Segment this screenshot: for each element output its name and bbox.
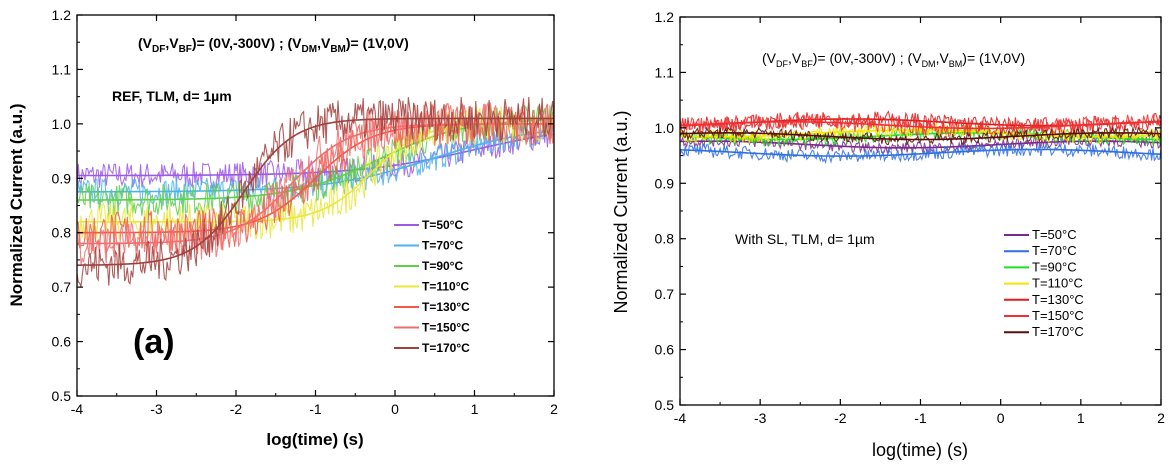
series-fit-line bbox=[680, 121, 1161, 130]
legend-entry: T=110°C bbox=[1032, 276, 1083, 291]
chart-b-x-axis-label: log(time) (s) bbox=[872, 440, 968, 460]
x-tick-label: -3 bbox=[754, 410, 767, 426]
series-fit-line bbox=[680, 132, 1161, 141]
chart-b-y-axis-label: Normalized Current (a.u.) bbox=[611, 110, 631, 313]
chart-a-bias-annotation: (VDF,VBF)= (0V,-300V) ; (VDM,VBM)= (1V,0… bbox=[138, 35, 409, 55]
series-noisy-line bbox=[680, 142, 1161, 165]
x-tick-label: -2 bbox=[834, 410, 847, 426]
legend-entry: T=50°C bbox=[422, 218, 463, 232]
y-tick-label: 0.7 bbox=[655, 286, 675, 302]
legend-entry: T=110°C bbox=[422, 280, 469, 294]
legend-entry: T=90°C bbox=[1032, 259, 1077, 274]
series-noisy-line bbox=[680, 125, 1161, 146]
chart-a-legend: T=50°C T=70°C T=90°C T=110°C T=130°C T=150°C T… bbox=[394, 218, 470, 355]
legend-entry: T=70°C bbox=[422, 239, 463, 253]
chart-a-axes: -4 -3 -2 -1 0 1 2 0.5 0.6 0.7 0.8 0.9 1.0 1.1 1.2 bbox=[52, 7, 559, 417]
x-tick-label: 0 bbox=[997, 410, 1005, 426]
chart-b-axes: -4 -3 -2 -1 0 1 2 0.5 0.6 0.7 0.8 0.9 1.0 1.1 1.2 bbox=[655, 9, 1166, 426]
x-tick-label: 1 bbox=[471, 401, 479, 417]
chart-b-frame bbox=[679, 16, 1162, 406]
y-tick-label: 0.5 bbox=[655, 397, 675, 413]
y-tick-label: 0.7 bbox=[52, 279, 72, 295]
x-tick-label: 0 bbox=[391, 401, 399, 417]
x-tick-label: 1 bbox=[1077, 410, 1085, 426]
series-noisy-line bbox=[77, 105, 554, 241]
chart-a-panel-label: (a) bbox=[133, 323, 175, 361]
legend-entry: T=170°C bbox=[1032, 324, 1084, 339]
series-noisy-line bbox=[77, 96, 554, 287]
x-tick-label: -3 bbox=[150, 401, 163, 417]
chart-b-plot-area bbox=[680, 110, 1161, 165]
legend-entry: T=150°C bbox=[422, 321, 470, 335]
x-tick-label: -1 bbox=[914, 410, 927, 426]
x-tick-label: -4 bbox=[71, 401, 84, 417]
legend-entry: T=90°C bbox=[422, 259, 463, 273]
chart-a-plot-area bbox=[77, 96, 554, 287]
legend-entry: T=130°C bbox=[1032, 292, 1084, 307]
y-tick-label: 1.1 bbox=[655, 64, 675, 80]
x-tick-label: 2 bbox=[550, 401, 558, 417]
y-tick-label: 1.0 bbox=[655, 120, 675, 136]
y-tick-label: 0.9 bbox=[655, 175, 675, 191]
chart-a-sample-annotation: REF, TLM, d= 1µm bbox=[112, 88, 232, 104]
y-tick-label: 0.6 bbox=[52, 334, 72, 350]
y-tick-label: 0.8 bbox=[655, 231, 675, 247]
y-tick-label: 1.2 bbox=[52, 7, 72, 23]
legend-entry: T=70°C bbox=[1032, 243, 1077, 258]
y-tick-label: 0.9 bbox=[52, 170, 72, 186]
x-tick-label: -1 bbox=[309, 401, 322, 417]
y-tick-label: 0.6 bbox=[655, 342, 675, 358]
chart-a-x-axis-label: log(time) (s) bbox=[266, 430, 363, 449]
chart-b-bias-annotation: (VDF,VBF)= (0V,-300V) ; (VDM,VBM)= (1V,0… bbox=[762, 50, 1025, 69]
chart-panel-b: -4 -3 -2 -1 0 1 2 0.5 0.6 0.7 0.8 0.9 1.0 1.1 1.2 log(… bbox=[611, 9, 1165, 460]
x-tick-label: -4 bbox=[674, 410, 687, 426]
y-tick-label: 0.5 bbox=[52, 388, 72, 404]
chart-b-legend: T=50°CT=70°CT=90°C T=110°CT=130°CT=150°CT… bbox=[1004, 227, 1084, 339]
chart-b-sample-annotation: With SL, TLM, d= 1µm bbox=[735, 231, 875, 247]
chart-panel-a: -4 -3 -2 -1 0 1 2 0.5 0.6 0.7 0.8 0.9 1.0 1.1 1.2 log(… bbox=[7, 7, 558, 449]
y-tick-label: 1.2 bbox=[655, 9, 675, 25]
x-tick-label: 2 bbox=[1157, 410, 1165, 426]
series-fit-line bbox=[77, 117, 554, 266]
legend-entry: T=150°C bbox=[1032, 308, 1084, 323]
series-fit-line bbox=[680, 148, 1161, 157]
series-fit-line bbox=[680, 140, 1161, 149]
legend-entry: T=170°C bbox=[422, 341, 470, 355]
y-tick-label: 0.8 bbox=[52, 225, 72, 241]
y-tick-label: 1.1 bbox=[52, 61, 72, 77]
x-tick-label: -2 bbox=[230, 401, 243, 417]
y-tick-label: 1.0 bbox=[52, 116, 72, 132]
legend-entry: T=50°C bbox=[1032, 227, 1077, 242]
chart-a-y-axis-label: Normalized Current (a.u.) bbox=[7, 103, 26, 306]
legend-entry: T=130°C bbox=[422, 300, 470, 314]
